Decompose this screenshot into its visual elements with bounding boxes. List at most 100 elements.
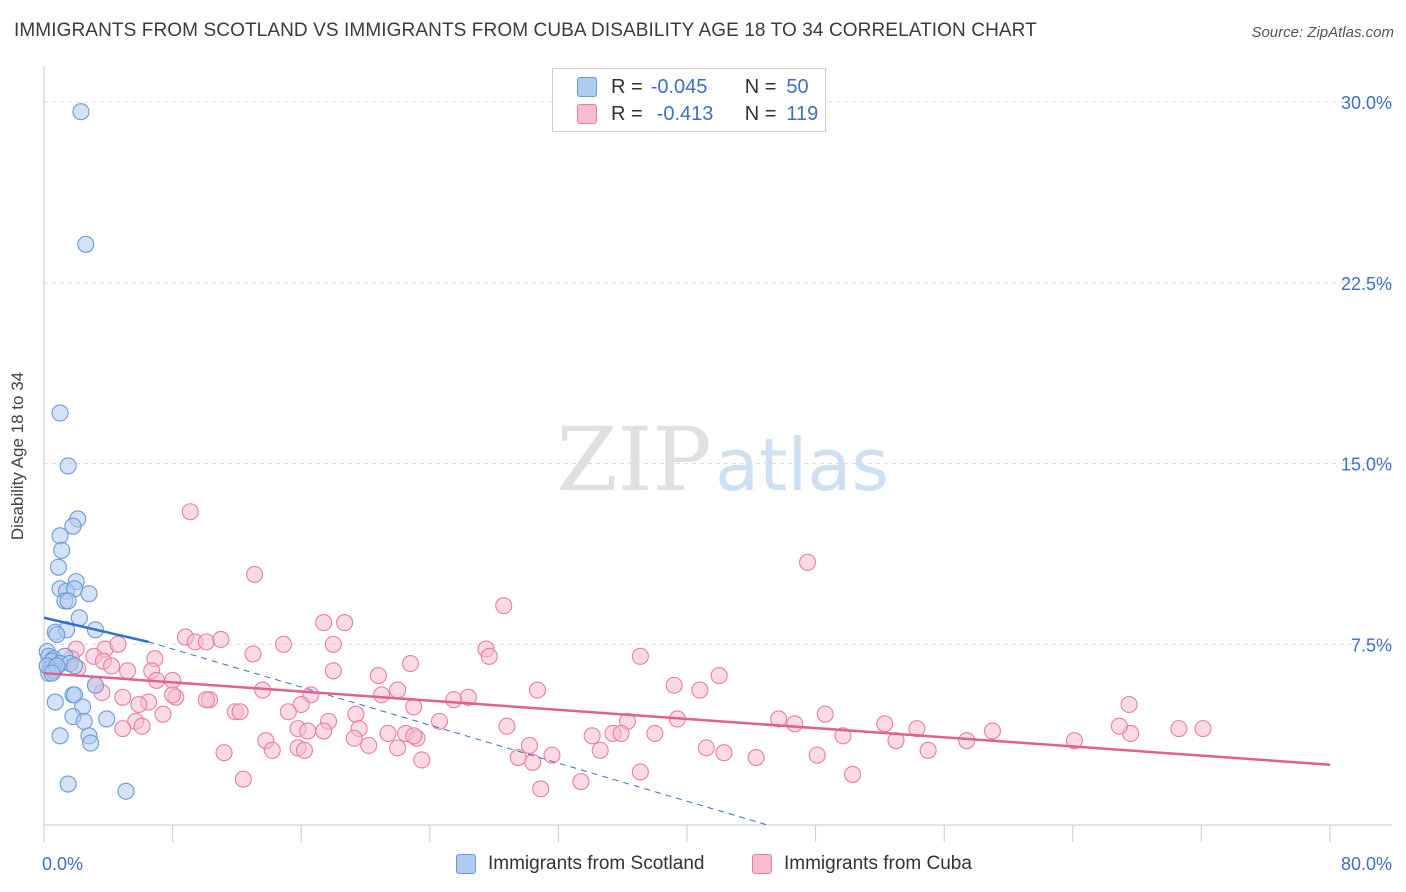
point-cuba bbox=[197, 691, 215, 709]
source-credit: Source: ZipAtlas.com bbox=[1251, 24, 1394, 41]
legend-n-value: 50 bbox=[786, 75, 809, 98]
watermark: ZIP atlas bbox=[556, 408, 889, 511]
axes bbox=[43, 66, 1392, 842]
point-cuba bbox=[509, 748, 527, 767]
point-cuba bbox=[133, 717, 151, 735]
point-cuba bbox=[315, 722, 333, 740]
point-cuba bbox=[480, 647, 498, 665]
legend-row-scotland: R = -0.045 N = 50 bbox=[577, 75, 809, 99]
point-cuba bbox=[389, 739, 407, 757]
watermark-zip: ZIP bbox=[556, 408, 711, 511]
point-cuba bbox=[405, 727, 423, 745]
point-scotland bbox=[46, 693, 64, 711]
legend-r-label: R = bbox=[611, 102, 643, 125]
point-cuba bbox=[710, 667, 728, 685]
point-cuba bbox=[646, 724, 664, 742]
point-cuba bbox=[263, 741, 281, 759]
point-cuba bbox=[808, 746, 826, 764]
point-scotland bbox=[51, 404, 69, 422]
point-scotland bbox=[59, 775, 77, 793]
point-cuba bbox=[379, 724, 397, 742]
point-cuba bbox=[292, 695, 310, 714]
point-scotland bbox=[117, 782, 135, 800]
point-cuba bbox=[369, 667, 387, 685]
trend-cuba bbox=[43, 671, 1331, 767]
legend-n-value: 119 bbox=[786, 102, 819, 125]
point-cuba bbox=[360, 736, 378, 755]
point-cuba bbox=[1170, 720, 1188, 738]
point-scotland bbox=[51, 727, 69, 745]
point-cuba bbox=[215, 744, 233, 762]
point-cuba bbox=[274, 635, 293, 653]
point-cuba bbox=[715, 744, 733, 762]
bottom-legend-swatch-cuba bbox=[752, 854, 772, 874]
point-scotland bbox=[75, 712, 93, 730]
point-scotland bbox=[86, 676, 104, 694]
point-cuba bbox=[844, 765, 862, 783]
point-cuba bbox=[212, 630, 230, 649]
point-scotland bbox=[80, 585, 98, 603]
y-tick-label: 22.5% bbox=[1341, 274, 1392, 294]
point-cuba bbox=[315, 614, 333, 632]
y-tick-label: 30.0% bbox=[1341, 93, 1392, 113]
point-cuba bbox=[295, 741, 313, 759]
point-scotland bbox=[48, 626, 66, 644]
bottom-legend-cuba: Immigrants from Cuba bbox=[752, 852, 972, 876]
point-cuba bbox=[665, 676, 683, 694]
point-cuba bbox=[299, 722, 317, 740]
point-cuba bbox=[612, 724, 630, 742]
bottom-legend-scotland: Immigrants from Scotland bbox=[456, 852, 704, 876]
point-cuba bbox=[691, 681, 709, 699]
x-tick-label-left: 0.0% bbox=[42, 854, 83, 874]
point-cuba bbox=[345, 729, 363, 747]
point-scotland bbox=[51, 527, 69, 545]
point-cuba bbox=[697, 739, 715, 757]
trend-scotland bbox=[43, 616, 149, 644]
trend-scotland-extension bbox=[148, 641, 768, 826]
watermark-atlas: atlas bbox=[715, 423, 889, 507]
bottom-legend-label-cuba: Immigrants from Cuba bbox=[784, 853, 972, 874]
point-scotland bbox=[59, 592, 77, 610]
point-cuba bbox=[770, 710, 788, 728]
legend-r-value: -0.045 bbox=[650, 75, 708, 98]
point-cuba bbox=[246, 565, 264, 583]
point-cuba bbox=[405, 698, 423, 716]
correlation-legend: R = -0.045 N = 50 R = -0.413 N = 119 bbox=[552, 68, 826, 132]
point-cuba bbox=[154, 705, 172, 723]
point-cuba bbox=[401, 655, 420, 673]
bottom-legend-label-scotland: Immigrants from Scotland bbox=[488, 853, 705, 874]
point-cuba bbox=[336, 614, 354, 632]
point-scotland bbox=[72, 103, 90, 121]
legend-n-label: N = bbox=[744, 102, 777, 125]
point-scotland bbox=[65, 657, 84, 675]
point-cuba bbox=[631, 763, 649, 781]
point-scotland bbox=[49, 558, 68, 576]
point-cuba bbox=[181, 503, 199, 521]
point-cuba bbox=[498, 717, 516, 735]
x-tick-label-right: 80.0% bbox=[1341, 854, 1392, 874]
legend-r-value: -0.413 bbox=[656, 102, 714, 125]
point-cuba bbox=[572, 773, 590, 791]
point-cuba bbox=[528, 681, 547, 699]
point-scotland bbox=[77, 235, 95, 253]
point-cuba bbox=[430, 712, 448, 730]
point-cuba bbox=[958, 732, 976, 750]
point-cuba bbox=[114, 688, 132, 706]
point-cuba bbox=[164, 671, 182, 689]
point-cuba bbox=[347, 705, 365, 723]
point-scotland bbox=[59, 457, 77, 475]
point-cuba bbox=[1110, 717, 1128, 735]
point-cuba bbox=[324, 635, 342, 653]
series-cuba-points bbox=[41, 503, 1212, 798]
point-cuba bbox=[1120, 695, 1138, 714]
point-cuba bbox=[799, 553, 817, 571]
point-cuba bbox=[1065, 732, 1083, 750]
point-cuba bbox=[631, 647, 649, 665]
point-cuba bbox=[786, 715, 804, 733]
gridlines bbox=[44, 101, 1392, 645]
point-scotland bbox=[53, 541, 71, 559]
point-cuba bbox=[373, 686, 391, 704]
point-cuba bbox=[908, 720, 926, 738]
legend-n-label: N = bbox=[744, 75, 777, 98]
point-cuba bbox=[747, 748, 765, 767]
